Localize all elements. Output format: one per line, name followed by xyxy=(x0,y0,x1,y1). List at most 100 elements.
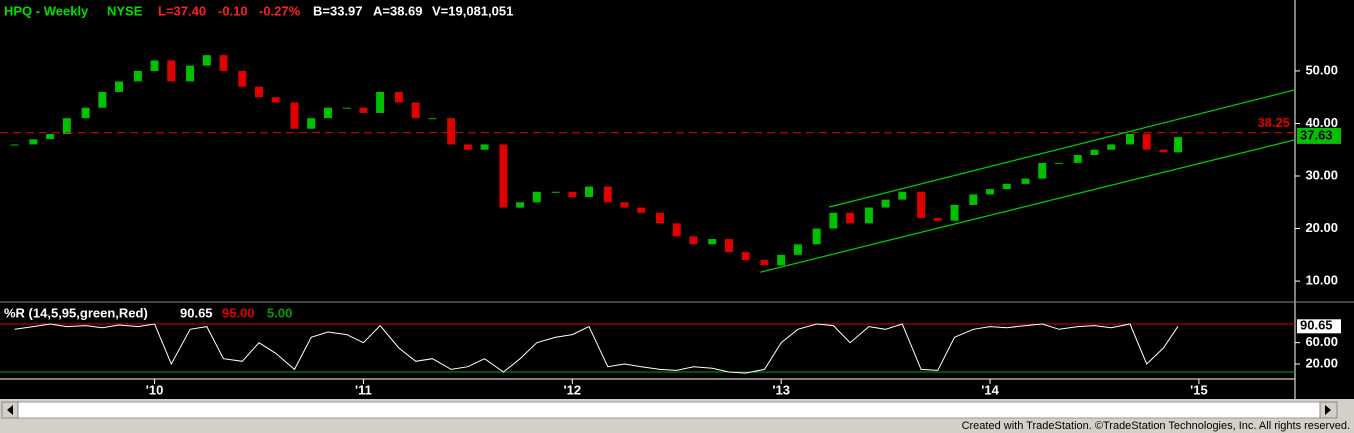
candle xyxy=(81,107,90,119)
candle xyxy=(917,191,926,219)
candle xyxy=(708,239,717,245)
candle xyxy=(463,144,472,150)
last-price-label: 37.63 xyxy=(1300,127,1333,142)
candle xyxy=(585,186,594,198)
indicator-value: 90.65 xyxy=(180,305,213,320)
scrollbar[interactable] xyxy=(1,401,1338,419)
candle xyxy=(672,223,681,237)
indicator-value-label: 90.65 xyxy=(1300,318,1333,333)
candle xyxy=(394,91,403,103)
trendline xyxy=(760,139,1296,273)
y-tick-label: 20.00 xyxy=(1305,355,1338,370)
candle xyxy=(637,207,646,213)
indicator-title: %R (14,5,95,green,Red) xyxy=(4,305,148,320)
candle xyxy=(1054,162,1063,164)
last-price-box xyxy=(1297,127,1341,144)
candle xyxy=(568,191,577,198)
candle xyxy=(376,91,385,113)
candle xyxy=(760,260,769,266)
quote: L=37.40 xyxy=(158,3,206,18)
candle xyxy=(271,97,280,103)
scroll-left-arrow xyxy=(7,405,13,415)
candle xyxy=(290,102,299,129)
level-label: 5.00 xyxy=(267,305,292,320)
candle xyxy=(307,118,316,129)
candle xyxy=(1125,133,1134,145)
candle xyxy=(1142,133,1151,150)
candle xyxy=(411,102,420,119)
candle xyxy=(864,207,873,224)
candle xyxy=(846,212,855,224)
candle xyxy=(620,202,629,208)
footer: Created with TradeStation. ©TradeStation… xyxy=(962,420,1350,432)
candle xyxy=(969,194,978,205)
x-tick-label: '15 xyxy=(1190,382,1208,397)
candle xyxy=(656,212,665,224)
quote: -0.10 xyxy=(218,3,248,18)
candle xyxy=(202,55,211,66)
candle xyxy=(447,118,456,145)
trendline xyxy=(829,89,1296,208)
y-tick-label: 20.00 xyxy=(1305,220,1338,235)
indicator-line xyxy=(14,323,1179,374)
quote: B=33.97 xyxy=(313,3,363,18)
candle xyxy=(428,118,437,120)
candle xyxy=(689,236,698,245)
candle xyxy=(342,107,351,109)
y-tick-label: 30.00 xyxy=(1305,167,1338,182)
candle xyxy=(1174,137,1183,153)
x-tick-label: '14 xyxy=(981,382,999,397)
candle xyxy=(516,202,525,208)
candle xyxy=(950,204,959,221)
candle xyxy=(741,252,750,261)
candle xyxy=(1038,162,1047,179)
x-tick-label: '12 xyxy=(564,382,582,397)
candle xyxy=(499,144,508,208)
candle xyxy=(777,254,786,266)
candle xyxy=(219,55,228,71)
candle xyxy=(238,70,247,87)
candle xyxy=(480,144,489,150)
candle xyxy=(133,70,142,82)
candle xyxy=(10,144,19,146)
y-tick-label: 40.00 xyxy=(1305,115,1338,130)
candle xyxy=(1159,149,1168,153)
candle xyxy=(186,65,195,82)
candle xyxy=(551,191,560,193)
y-tick-label: 10.00 xyxy=(1305,273,1338,288)
x-tick-label: '11 xyxy=(355,382,372,397)
quote: -0.27% xyxy=(259,3,301,18)
candle xyxy=(1107,144,1116,150)
candle xyxy=(359,107,368,113)
candle xyxy=(29,139,38,145)
candle xyxy=(603,186,612,203)
candle xyxy=(150,60,159,71)
candle xyxy=(1073,154,1082,163)
x-tick-label: '13 xyxy=(772,382,790,397)
y-tick-label: 60.00 xyxy=(1305,334,1338,349)
candle xyxy=(881,199,890,208)
x-tick-label: '10 xyxy=(146,382,164,397)
candle xyxy=(62,118,71,134)
symbol: HPQ - Weekly xyxy=(4,3,89,18)
candle xyxy=(115,81,124,92)
candle xyxy=(793,244,802,255)
candle xyxy=(323,107,332,119)
indicator-value-box xyxy=(1297,319,1341,334)
exchange: NYSE xyxy=(107,3,143,18)
level-label: 38.25 xyxy=(1257,115,1290,130)
candle xyxy=(898,191,907,200)
quote: A=38.69 xyxy=(373,3,423,18)
candle xyxy=(98,91,107,108)
candle xyxy=(724,239,733,253)
candle xyxy=(255,86,263,98)
candle xyxy=(46,133,55,140)
candle xyxy=(986,189,995,195)
y-tick-label: 50.00 xyxy=(1305,62,1338,77)
candle xyxy=(829,212,838,229)
scroll-right-arrow xyxy=(1325,405,1331,415)
level-label: 95.00 xyxy=(222,305,255,320)
candle xyxy=(1021,178,1030,184)
candle xyxy=(167,60,176,82)
